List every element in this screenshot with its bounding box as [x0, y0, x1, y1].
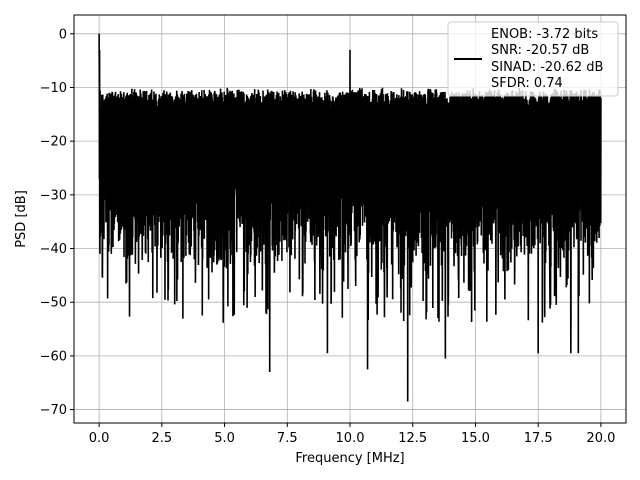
legend-entry-sinad: SINAD: -20.62 dB	[491, 60, 603, 75]
x-tick-label: 12.5	[398, 431, 427, 446]
legend-box	[447, 21, 619, 97]
x-tick-label: 15.0	[461, 431, 490, 446]
y-tick-label: −10	[40, 81, 67, 96]
y-axis: 0 −10 −20 −30 −40 −50 −60 −70	[40, 27, 74, 418]
y-tick-label: −40	[40, 242, 67, 257]
x-tick-label: 10.0	[336, 431, 365, 446]
y-tick-label: −30	[40, 188, 67, 203]
y-tick-label: −20	[40, 135, 67, 150]
x-tick-label: 0.0	[89, 431, 110, 446]
y-axis-label: PSD [dB]	[14, 190, 29, 248]
legend-entry-sfdr: SFDR: 0.74	[491, 76, 563, 91]
x-axis: 0.0 2.5 5.0 7.5 10.0 12.5 15.0 17.5 20.0	[89, 423, 615, 446]
legend: ENOB: -3.72 bits SNR: -20.57 dB SINAD: -…	[447, 21, 619, 97]
x-tick-label: 17.5	[524, 431, 553, 446]
x-tick-label: 7.5	[277, 431, 298, 446]
legend-entry-snr: SNR: -20.57 dB	[491, 43, 589, 58]
y-tick-label: −60	[40, 349, 67, 364]
legend-entry-enob: ENOB: -3.72 bits	[491, 27, 598, 42]
y-tick-label: 0	[59, 27, 67, 42]
y-tick-label: −50	[40, 296, 67, 311]
x-tick-label: 2.5	[151, 431, 172, 446]
x-tick-label: 20.0	[586, 431, 615, 446]
y-tick-label: −70	[40, 403, 67, 418]
x-axis-label: Frequency [MHz]	[295, 451, 404, 466]
x-tick-label: 5.0	[214, 431, 235, 446]
